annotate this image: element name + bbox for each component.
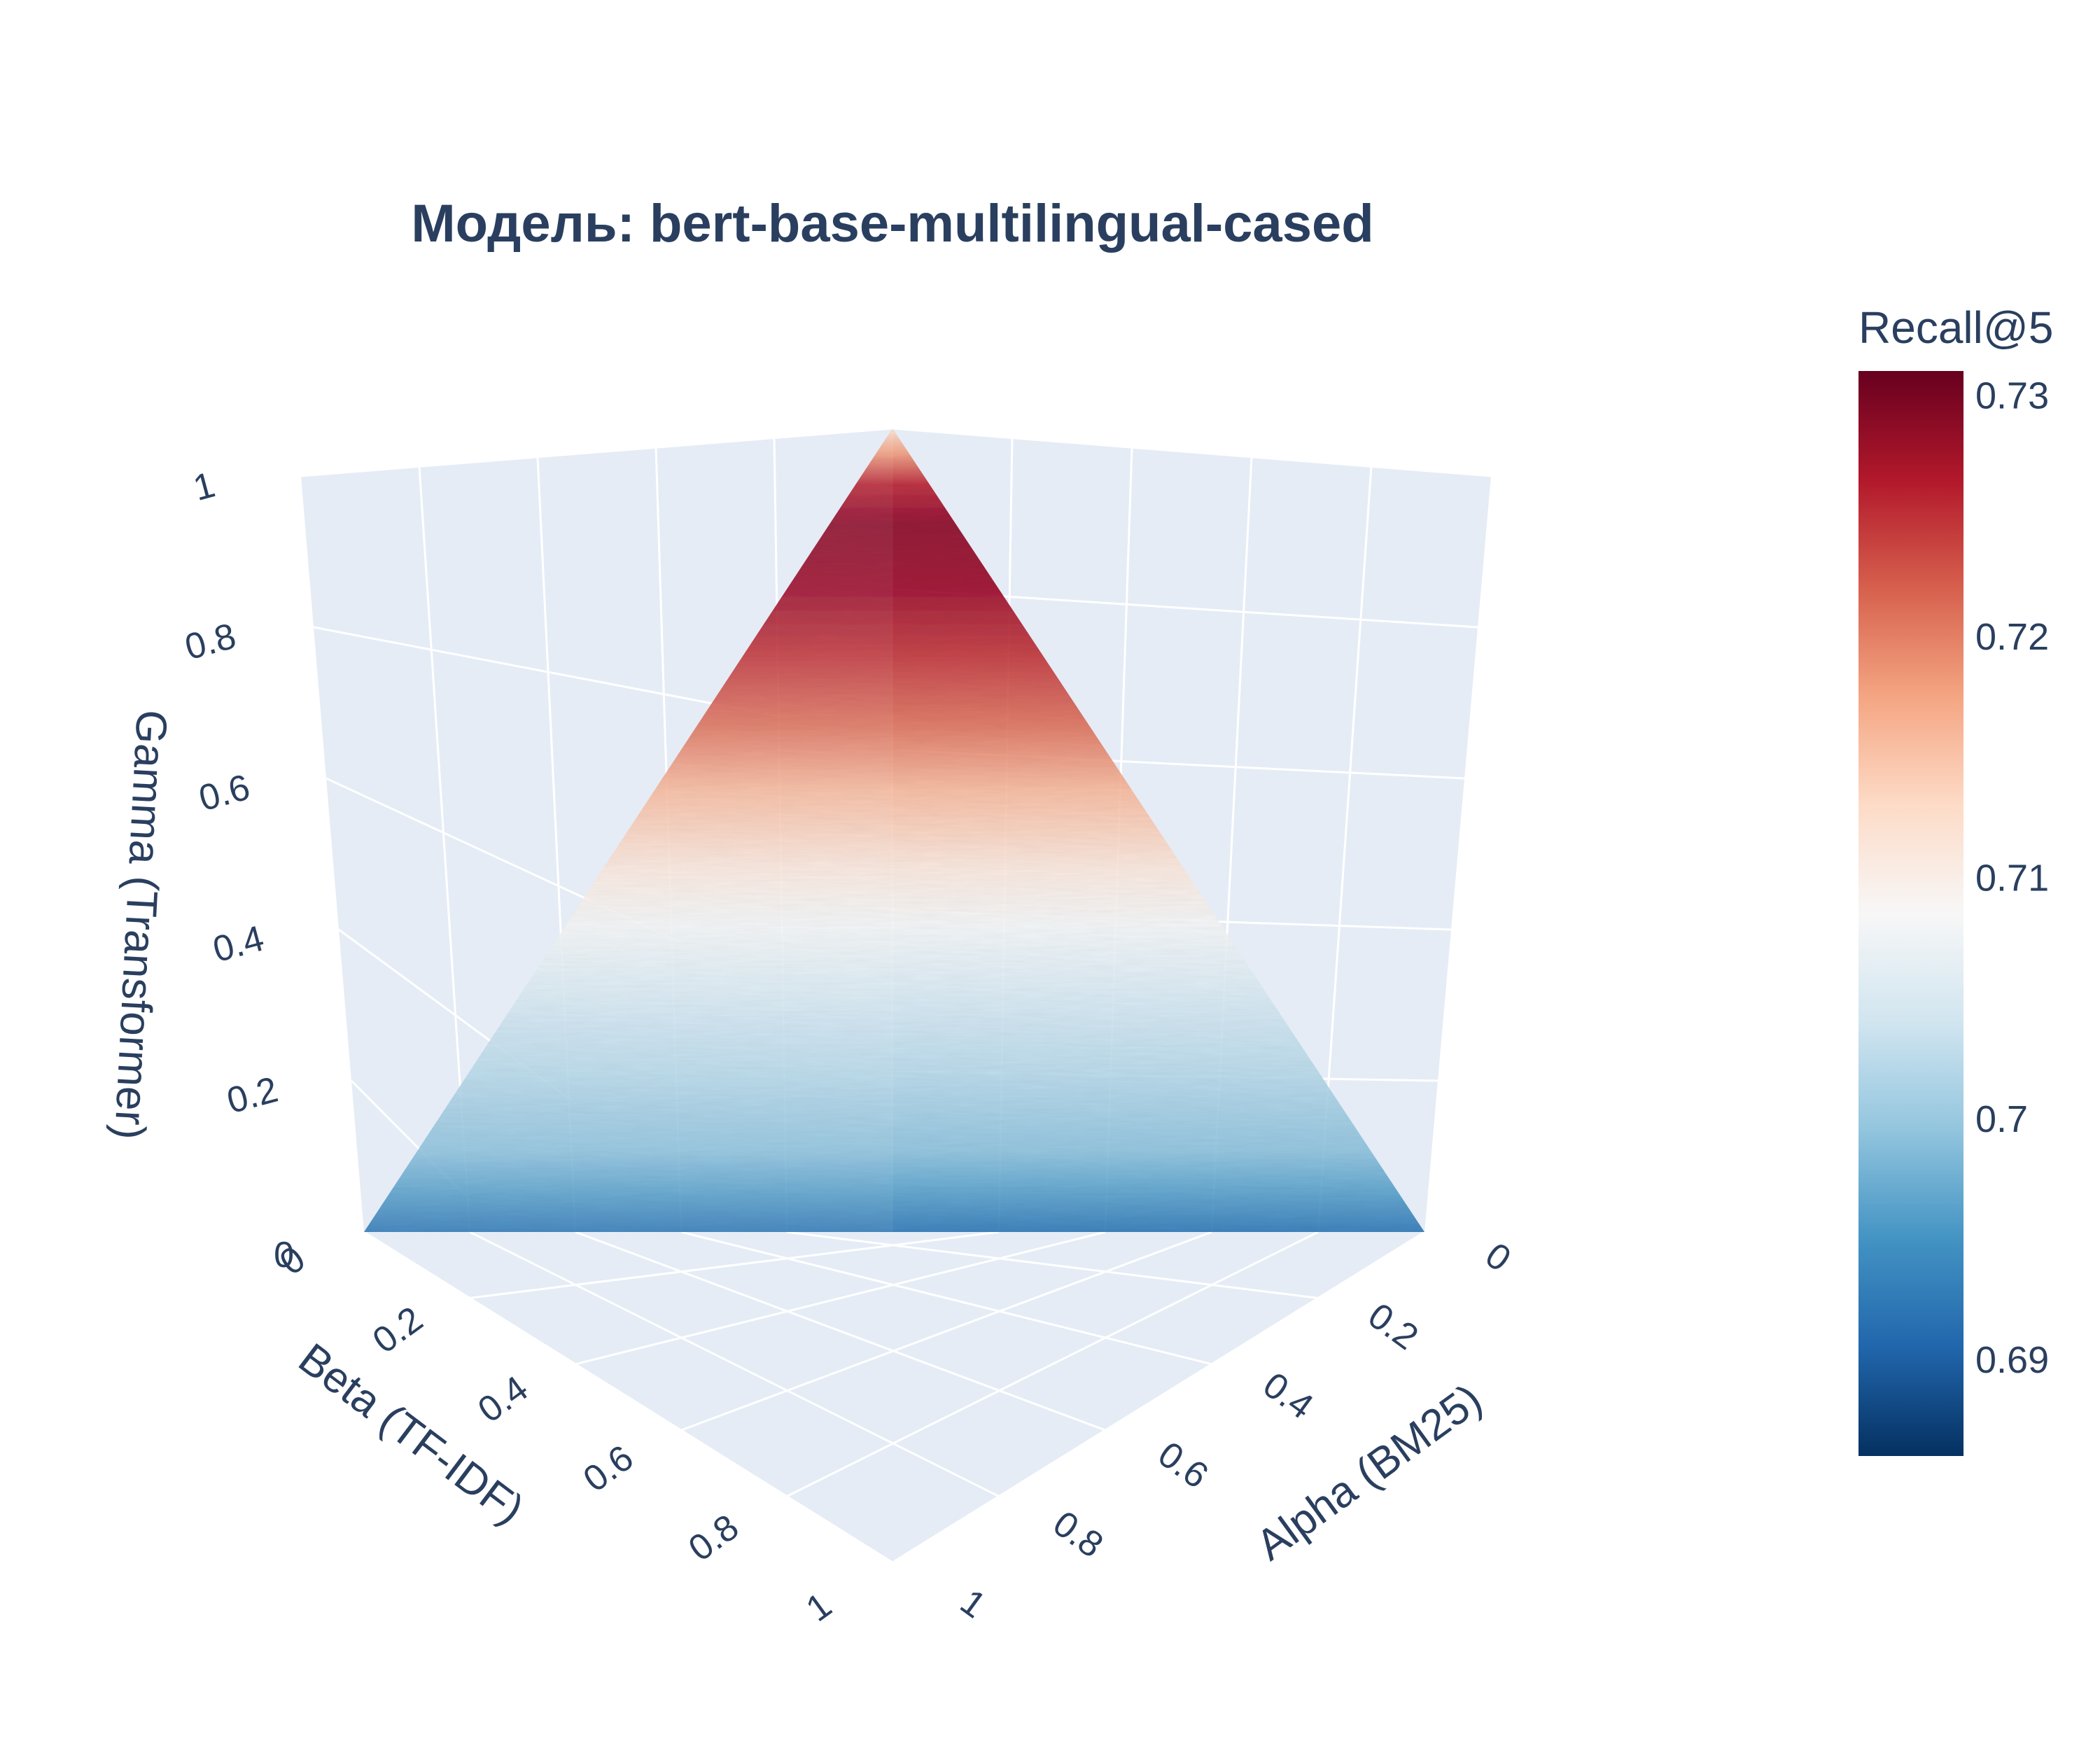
gamma-grid-line [300, 427, 893, 477]
z-tick-label: 0.6 [195, 767, 254, 820]
floor-grid-line [786, 1231, 1319, 1497]
surface-shade-left [364, 428, 892, 1232]
chart-title: Модель: bert-base-multilingual-cased [411, 194, 1373, 253]
gamma-grid-line [313, 626, 788, 719]
floor-grid-line [680, 1231, 1212, 1366]
x-tick-label: 0.4 [1256, 1365, 1321, 1427]
y-tick-label: 0.8 [681, 1507, 746, 1569]
colorbar-scale [1858, 371, 1963, 1456]
colorbar-title: Recall@5 [1858, 302, 2053, 353]
x-tick-label: 0.6 [1151, 1434, 1216, 1497]
colorbar-tick-label: 0.69 [1975, 1339, 2049, 1381]
x-tick-label: 1 [953, 1581, 993, 1626]
z-tick-label: 0.4 [209, 918, 268, 971]
floor-grid-line [469, 1231, 1000, 1299]
floor-edge [892, 1231, 1425, 1564]
floor-grid-line [575, 1231, 1106, 1366]
recall-surface[interactable] [364, 428, 1424, 1232]
colorbar-tick-label: 0.72 [1975, 616, 2049, 658]
z-tick-label: 0.2 [223, 1070, 282, 1122]
y-tick-label: 0.2 [365, 1299, 430, 1362]
x-tick-label: 0 [1478, 1235, 1518, 1280]
z-axis-title: Gamma (Transformer) [105, 709, 176, 1141]
colorbar-tick-label: 0.7 [1975, 1098, 2028, 1140]
y-tick-label: 0.6 [576, 1438, 641, 1500]
floor-plane [364, 1232, 1424, 1562]
colorbar-tick-label: 0.71 [1975, 857, 2049, 899]
floor-grid-line [575, 1231, 1106, 1432]
floor-grid-line [786, 1231, 1319, 1299]
gamma-grid-line [892, 427, 1492, 477]
colorbar-ticks: 0.73 0.72 0.71 0.7 0.69 [1975, 374, 2049, 1381]
z-tick-label: 0 [274, 1235, 294, 1275]
x-tick-label: 0.2 [1361, 1296, 1426, 1358]
floor-grid-line [469, 1231, 1000, 1497]
floor-edge [363, 1231, 893, 1564]
y-axis-title: Beta (TF-IDF) [290, 1334, 533, 1534]
y-tick-label: 1 [799, 1585, 839, 1630]
z-tick-label: 1 [189, 465, 219, 510]
floor-grid-line [680, 1231, 1212, 1432]
z-tick-label: 0.8 [181, 616, 240, 668]
y-tick-label: 0.4 [471, 1368, 536, 1431]
scene-3d[interactable]: 00.20.40.60.8100.20.40.60.8100.20.40.60.… [105, 427, 1518, 1630]
colorbar-tick-label: 0.73 [1975, 374, 2049, 416]
colorbar: Recall@5 0.73 0.72 0.71 0.7 0.69 [1858, 302, 2053, 1456]
x-tick-label: 0.8 [1046, 1504, 1111, 1566]
